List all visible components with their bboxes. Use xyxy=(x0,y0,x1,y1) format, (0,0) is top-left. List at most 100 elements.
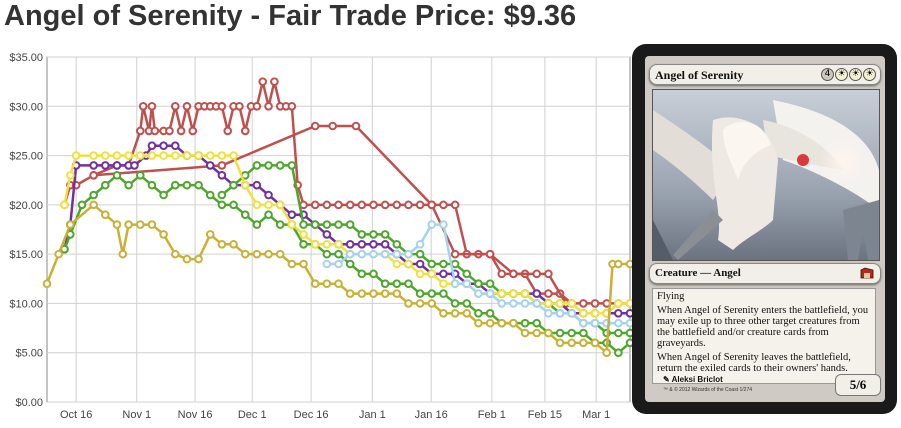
data-point xyxy=(217,101,227,111)
data-point xyxy=(322,200,332,210)
data-point xyxy=(625,328,632,338)
rules-line: When Angel of Serenity enters the battle… xyxy=(657,305,869,349)
data-point xyxy=(101,210,110,220)
data-point xyxy=(264,161,273,170)
card-art xyxy=(652,89,880,261)
data-point xyxy=(322,230,332,239)
y-tick-label: $0.00 xyxy=(15,397,43,409)
data-point xyxy=(404,249,413,259)
data-point xyxy=(439,200,448,210)
data-point xyxy=(287,161,297,170)
y-tick-label: $5.00 xyxy=(15,348,43,360)
x-axis: Oct 16 Nov 1 Nov 16 Dec 1 Dec 16 Jan 1 Jan 16 F… xyxy=(60,409,610,421)
data-point xyxy=(194,151,203,160)
card-frame: Angel of Serenity 4 ☀ ☀ ☀ xyxy=(645,56,885,402)
data-point xyxy=(509,289,518,298)
data-point xyxy=(89,161,98,170)
data-point xyxy=(497,269,507,279)
data-point xyxy=(71,151,81,160)
data-point xyxy=(392,249,402,259)
data-point xyxy=(194,254,203,264)
data-point xyxy=(369,230,378,239)
data-point xyxy=(205,161,215,170)
data-point xyxy=(439,308,448,318)
data-point xyxy=(252,101,262,111)
data-point xyxy=(264,101,273,111)
data-point xyxy=(89,190,98,200)
data-point xyxy=(194,180,203,190)
data-point xyxy=(275,200,285,210)
data-point xyxy=(485,318,495,328)
y-tick-label: $30.00 xyxy=(9,101,43,113)
data-point xyxy=(450,299,460,308)
data-point xyxy=(590,318,600,328)
brush-icon: ✎ xyxy=(663,375,672,384)
data-point xyxy=(567,308,577,318)
data-point xyxy=(474,279,483,289)
data-point xyxy=(392,239,402,249)
data-point xyxy=(544,308,553,318)
data-point xyxy=(544,269,553,279)
series-line xyxy=(45,203,630,354)
data-point xyxy=(118,249,128,259)
data-point xyxy=(328,121,337,131)
card-type-line: Creature — Angel xyxy=(655,267,741,279)
data-point xyxy=(112,151,122,160)
data-point xyxy=(229,200,238,210)
data-point xyxy=(625,259,632,269)
y-tick-label: $20.00 xyxy=(9,200,43,212)
data-point xyxy=(205,151,215,160)
data-point xyxy=(625,338,632,348)
data-point xyxy=(270,77,279,86)
data-point xyxy=(520,318,530,328)
data-point xyxy=(625,308,632,318)
data-point xyxy=(369,200,378,210)
data-point xyxy=(240,180,250,190)
data-point xyxy=(404,299,413,308)
data-point xyxy=(264,249,273,259)
data-point xyxy=(485,249,495,259)
data-point xyxy=(138,101,148,111)
data-point xyxy=(532,269,542,279)
data-point xyxy=(380,279,390,289)
data-point xyxy=(357,200,367,210)
data-point xyxy=(77,200,87,210)
data-point xyxy=(520,289,530,298)
data-point xyxy=(310,200,320,210)
data-point xyxy=(217,151,227,160)
data-point xyxy=(392,200,402,210)
data-point xyxy=(392,289,402,298)
data-point xyxy=(555,308,565,318)
data-point xyxy=(42,279,52,289)
data-point xyxy=(124,180,133,190)
data-point xyxy=(275,249,285,259)
data-point xyxy=(439,220,448,229)
data-point xyxy=(182,101,192,111)
data-point xyxy=(89,170,98,180)
y-tick-label: $10.00 xyxy=(9,298,43,310)
data-point xyxy=(147,101,157,111)
data-point xyxy=(217,190,227,200)
data-point xyxy=(485,308,495,318)
data-point xyxy=(287,259,297,269)
data-point xyxy=(275,220,285,229)
data-point xyxy=(217,161,227,170)
data-point xyxy=(450,308,460,318)
data-point xyxy=(299,239,308,249)
data-point xyxy=(357,289,367,298)
data-point xyxy=(130,161,139,170)
rules-line: Flying xyxy=(657,291,685,302)
data-point xyxy=(614,318,623,328)
data-point xyxy=(334,220,343,229)
data-point xyxy=(392,279,402,289)
angel-art-icon xyxy=(653,90,879,260)
data-point xyxy=(439,259,448,269)
data-point xyxy=(520,299,530,308)
data-point xyxy=(345,239,355,249)
data-point xyxy=(101,151,110,160)
data-point xyxy=(240,249,250,259)
card-artist: ✎ Aleksi Briclot xyxy=(663,375,723,384)
grid xyxy=(47,56,630,403)
data-point xyxy=(351,121,361,131)
data-point xyxy=(264,210,273,220)
